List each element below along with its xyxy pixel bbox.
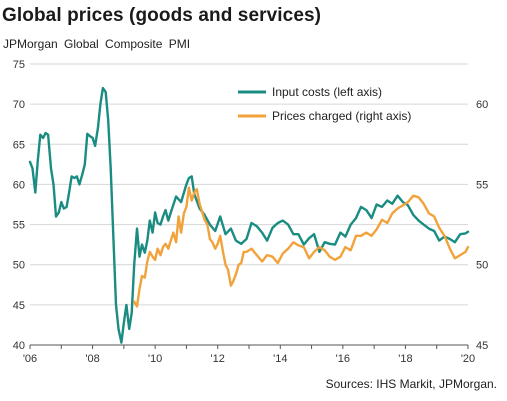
left-tick-label: 60 bbox=[13, 179, 25, 191]
right-tick-label: 60 bbox=[476, 99, 488, 111]
source-note: Sources: IHS Markit, JPMorgan. bbox=[325, 377, 497, 391]
left-tick-label: 50 bbox=[13, 260, 25, 272]
legend-label: Input costs (left axis) bbox=[272, 85, 382, 99]
left-tick-label: 70 bbox=[13, 99, 25, 111]
x-tick-label: '18 bbox=[398, 353, 412, 365]
grid bbox=[30, 63, 468, 306]
series bbox=[28, 86, 470, 344]
axes: 40 45 50 55 60 65 70 75 45 50 55 60 '06 '08 '10 '12 '14 '… bbox=[13, 59, 489, 365]
left-tick-label: 40 bbox=[13, 340, 25, 352]
input-costs-line bbox=[28, 86, 470, 344]
prices-charged-line bbox=[132, 186, 470, 308]
right-tick-label: 55 bbox=[476, 179, 488, 191]
left-tick-label: 45 bbox=[13, 300, 25, 312]
right-tick-label: 45 bbox=[476, 340, 488, 352]
legend-label: Prices charged (right axis) bbox=[272, 109, 411, 123]
chart-subtitle: JPMorgan Global Composite PMI bbox=[3, 37, 191, 51]
left-tick-label: 55 bbox=[13, 220, 25, 232]
x-tick-label: '06 bbox=[23, 353, 37, 365]
chart-title: Global prices (goods and services) bbox=[2, 5, 322, 26]
x-tick-label: '14 bbox=[273, 353, 287, 365]
x-tick-label: '10 bbox=[148, 353, 162, 365]
left-tick-label: 75 bbox=[13, 59, 25, 71]
right-tick-label: 50 bbox=[476, 260, 488, 272]
x-tick-label: '08 bbox=[85, 353, 99, 365]
legend: Input costs (left axis) Prices charged (r… bbox=[238, 85, 411, 123]
x-tick-label: '16 bbox=[336, 353, 350, 365]
left-tick-label: 65 bbox=[13, 139, 25, 151]
x-tick-label: '20 bbox=[461, 353, 475, 365]
x-tick-label: '12 bbox=[211, 353, 225, 365]
